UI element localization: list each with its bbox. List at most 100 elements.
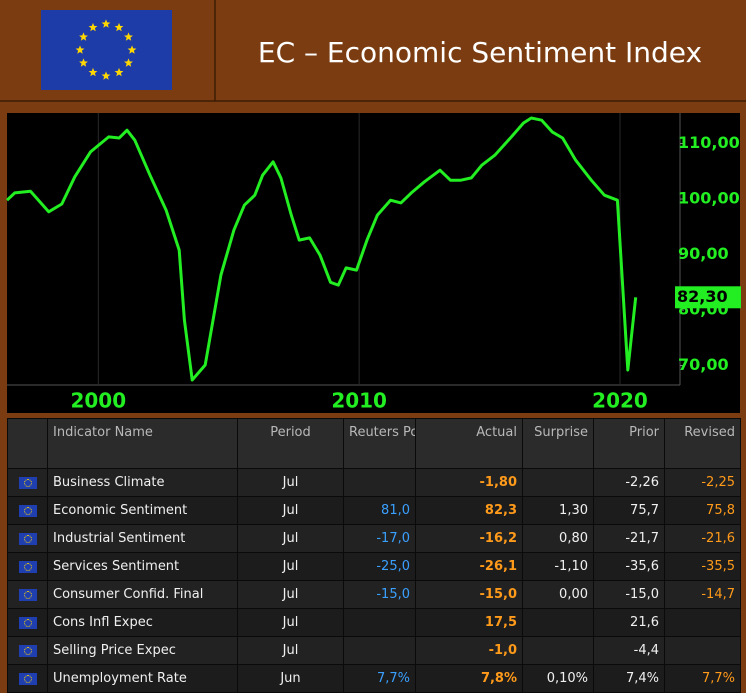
table-cell: -15,0 [343,580,416,609]
table-cell: Services Sentiment [47,552,238,581]
table-cell: Jul [237,636,344,665]
table-cell: Jul [237,580,344,609]
table-cell: 7,8% [415,664,523,693]
flag-star [127,45,137,54]
flag-icon [18,560,37,573]
table-row: Economic Sentiment Jul 81,0 82,3 1,30 75,7 75,… [7,496,741,525]
table-cell: -25,0 [343,552,416,581]
table-cell: 0,00 [522,580,594,609]
flag-star [101,19,111,28]
last-value-box [675,286,741,309]
flag-star [124,32,133,41]
table-cell: 75,8 [664,496,741,525]
column-header: Reuters Poll [343,418,416,469]
flag-cell [7,552,48,581]
flag-icon [18,532,37,545]
series-line [5,116,638,382]
table-cell: -14,7 [664,580,741,609]
flag-cell [7,524,48,553]
table-cell [522,608,594,637]
x-tick-label: 2010 [331,389,387,413]
plot-bg [7,113,740,413]
page-title: EC – Economic Sentiment Index [258,36,702,69]
table-cell: 82,3 [415,496,523,525]
y-tick-label: 110,00 [678,133,740,152]
flag-star [79,32,88,41]
table-cell: 81,0 [343,496,416,525]
column-header: Period [237,418,344,469]
flag-cell [7,496,48,525]
table-cell [343,608,416,637]
column-header: Prior [593,418,665,469]
table-cell: -16,2 [415,524,523,553]
last-value-label: 82,30 [677,287,728,306]
table-cell: -26,1 [415,552,523,581]
table-cell: -21,7 [593,524,665,553]
flag-icon [18,616,37,629]
x-tick-label: 2000 [70,389,126,413]
flag-cell [7,468,48,497]
table-cell: -1,80 [415,468,523,497]
flag-icon [18,504,37,517]
table-cell: -15,0 [593,580,665,609]
table-cell: 7,7% [664,664,741,693]
table-cell [343,636,416,665]
table-row: Industrial Sentiment Jul -17,0 -16,2 0,80 -21… [7,524,741,553]
table-cell: -1,10 [522,552,594,581]
table-row: Unemployment Rate Jun 7,7% 7,8% 0,10% 7,4% 7,7… [7,664,741,693]
table-cell: -21,6 [664,524,741,553]
flag-cell [7,664,48,693]
table-cell [343,468,416,497]
table-cell: Unemployment Rate [47,664,238,693]
table-cell: Jun [237,664,344,693]
table-cell: -15,0 [415,580,523,609]
table-cell: -4,4 [593,636,665,665]
column-header: Actual [415,418,523,469]
flag-icon [18,644,37,657]
table-row: Consumer Confid. Final Jul -15,0 -15,0 0,00-… [7,580,741,609]
table-cell: -35,5 [664,552,741,581]
flag-header [7,418,48,469]
table-cell: -2,25 [664,468,741,497]
table-cell: Jul [237,608,344,637]
table-cell [522,468,594,497]
flag-icon [18,672,37,685]
table-cell: 0,10% [522,664,594,693]
table-cell: 75,7 [593,496,665,525]
table-cell: Economic Sentiment [47,496,238,525]
column-header: Revised [664,418,741,469]
flag-icon [18,588,37,601]
flag-star [101,71,111,80]
table-cell: 0,80 [522,524,594,553]
flag-stars [75,19,137,80]
flag-star [79,58,88,67]
table-cell [664,636,741,665]
table-cell: Jul [237,552,344,581]
table-cell [522,636,594,665]
table-cell: 7,7% [343,664,416,693]
table-row: Selling Price Expec Jul -1,0 -4,4 [7,636,741,665]
y-tick-label: 90,00 [678,244,729,263]
table-cell: 21,6 [593,608,665,637]
y-tick-label: 100,00 [678,189,740,208]
table-cell: Jul [237,468,344,497]
table-cell: Consumer Confid. Final [47,580,238,609]
table-cell: 7,4% [593,664,665,693]
flag-cell [7,580,48,609]
flag-star [88,67,98,77]
table-cell: Cons Infl Expec [47,608,238,637]
table-cell: Jul [237,496,344,525]
table-cell: -17,0 [343,524,416,553]
table-row: Cons Infl Expec Jul 17,5 21,6 [7,608,741,637]
flag-cell [7,636,48,665]
table-cell: -1,0 [415,636,523,665]
flag-star [88,22,98,32]
table-cell: -35,6 [593,552,665,581]
table-cell [664,608,741,637]
flag-star [124,58,133,67]
table-cell: Business Climate [47,468,238,497]
